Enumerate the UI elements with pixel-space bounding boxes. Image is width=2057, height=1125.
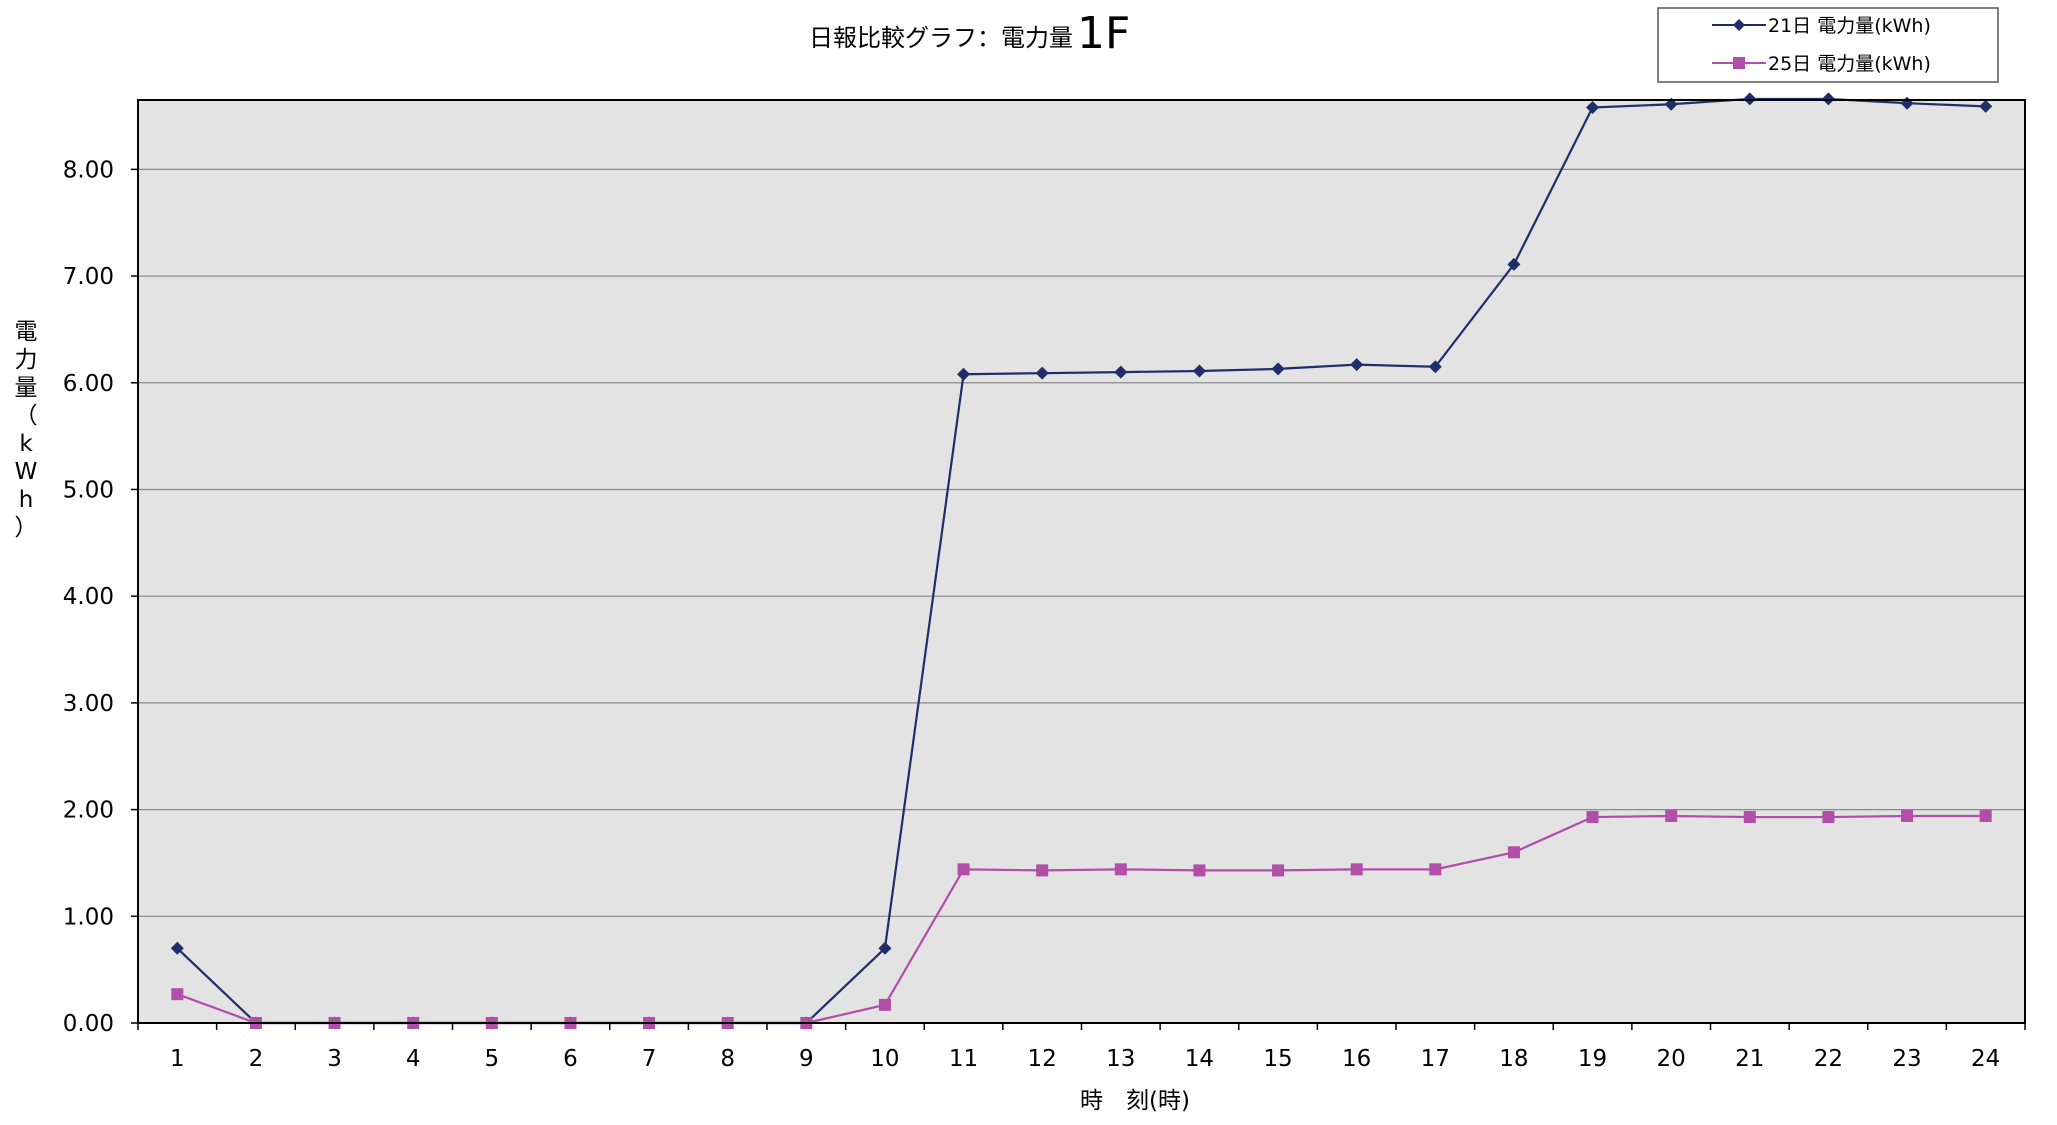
- data-point: [1979, 809, 1992, 822]
- data-point: [1429, 863, 1442, 876]
- data-point: [1743, 811, 1756, 824]
- x-tick-label: 3: [327, 1046, 342, 1072]
- legend-box: [1657, 7, 1999, 83]
- data-point: [957, 863, 970, 876]
- chart-title-floor: 1F: [1077, 8, 1130, 59]
- x-axis-label: 時 刻(時): [1080, 1088, 1190, 1114]
- data-point: [1192, 364, 1206, 378]
- y-tick-label: 4.00: [63, 584, 114, 610]
- data-point: [957, 367, 971, 381]
- data-point: [1665, 809, 1678, 822]
- x-tick-label: 11: [949, 1046, 978, 1072]
- legend-label: 25日 電力量(kWh): [1768, 53, 1931, 75]
- x-tick-label: 20: [1657, 1046, 1686, 1072]
- y-tick-label: 6.00: [63, 371, 114, 397]
- x-tick-label: 21: [1735, 1046, 1764, 1072]
- data-point: [1350, 358, 1364, 372]
- x-tick-label: 12: [1028, 1046, 1057, 1072]
- x-tick-label: 13: [1106, 1046, 1135, 1072]
- data-point: [1193, 864, 1206, 877]
- y-tick-label: 5.00: [63, 477, 114, 503]
- data-point: [1035, 366, 1049, 380]
- x-tick-label: 9: [799, 1046, 814, 1072]
- gridlines: [138, 168, 2025, 917]
- x-tick-label: 6: [563, 1046, 578, 1072]
- x-axis-ticks: 1 2 3 4 5 6 7 8 9 10 11 12 13 14 15 16 17 18 19 20 21 22 23 24: [137, 1023, 2026, 1072]
- data-point: [878, 998, 891, 1011]
- x-tick-label: 24: [1971, 1046, 2000, 1072]
- y-tick-label: 1.00: [63, 904, 114, 930]
- x-tick-label: 4: [406, 1046, 421, 1072]
- data-point: [1743, 92, 1757, 106]
- data-point: [1507, 257, 1521, 271]
- y-tick-label: 0.00: [63, 1011, 114, 1037]
- x-tick-label: 14: [1185, 1046, 1214, 1072]
- y-tick-label: 8.00: [63, 157, 114, 183]
- data-point: [1114, 365, 1128, 379]
- y-axis-ticks: 0.00 1.00 2.00 3.00 4.00 5.00 6.00 7.00 8.00: [63, 157, 138, 1037]
- data-point: [170, 941, 184, 955]
- x-tick-label: 17: [1421, 1046, 1450, 1072]
- data-point: [1586, 811, 1599, 824]
- x-tick-label: 16: [1342, 1046, 1371, 1072]
- data-point: [1507, 846, 1520, 859]
- data-point: [1821, 92, 1835, 106]
- x-tick-label: 5: [484, 1046, 499, 1072]
- chart-title: 日報比較グラフ：電力量: [809, 24, 1073, 52]
- data-point: [1822, 811, 1835, 824]
- x-tick-label: 2: [249, 1046, 264, 1072]
- legend-marker: [1733, 57, 1745, 69]
- data-point: [1271, 362, 1285, 376]
- plot-border: [137, 99, 2026, 1024]
- data-point: [1979, 99, 1993, 113]
- data-point: [1586, 100, 1600, 114]
- x-tick-label: 1: [170, 1046, 185, 1072]
- data-point: [1428, 360, 1442, 374]
- data-point: [1036, 864, 1049, 877]
- x-tick-label: 15: [1263, 1046, 1292, 1072]
- x-tick-label: 10: [870, 1046, 899, 1072]
- x-tick-label: 8: [720, 1046, 735, 1072]
- data-point: [1114, 863, 1127, 876]
- y-tick-label: 3.00: [63, 691, 114, 717]
- data-point: [171, 988, 184, 1001]
- x-tick-label: 7: [642, 1046, 657, 1072]
- plot-area: [138, 100, 2025, 1023]
- x-tick-label: 22: [1814, 1046, 1843, 1072]
- legend-label: 21日 電力量(kWh): [1768, 15, 1931, 37]
- legend-marker: [1733, 19, 1745, 31]
- x-tick-label: 18: [1499, 1046, 1528, 1072]
- data-point: [1350, 863, 1363, 876]
- x-tick-label: 19: [1578, 1046, 1607, 1072]
- data-point: [1272, 864, 1285, 877]
- data-point: [1901, 809, 1914, 822]
- data-point: [878, 941, 892, 955]
- x-tick-label: 23: [1892, 1046, 1921, 1072]
- y-tick-label: 7.00: [63, 264, 114, 290]
- y-tick-label: 2.00: [63, 798, 114, 824]
- legend: 21日 電力量(kWh) 25日 電力量(kWh): [1657, 7, 1999, 83]
- data-point: [1664, 97, 1678, 111]
